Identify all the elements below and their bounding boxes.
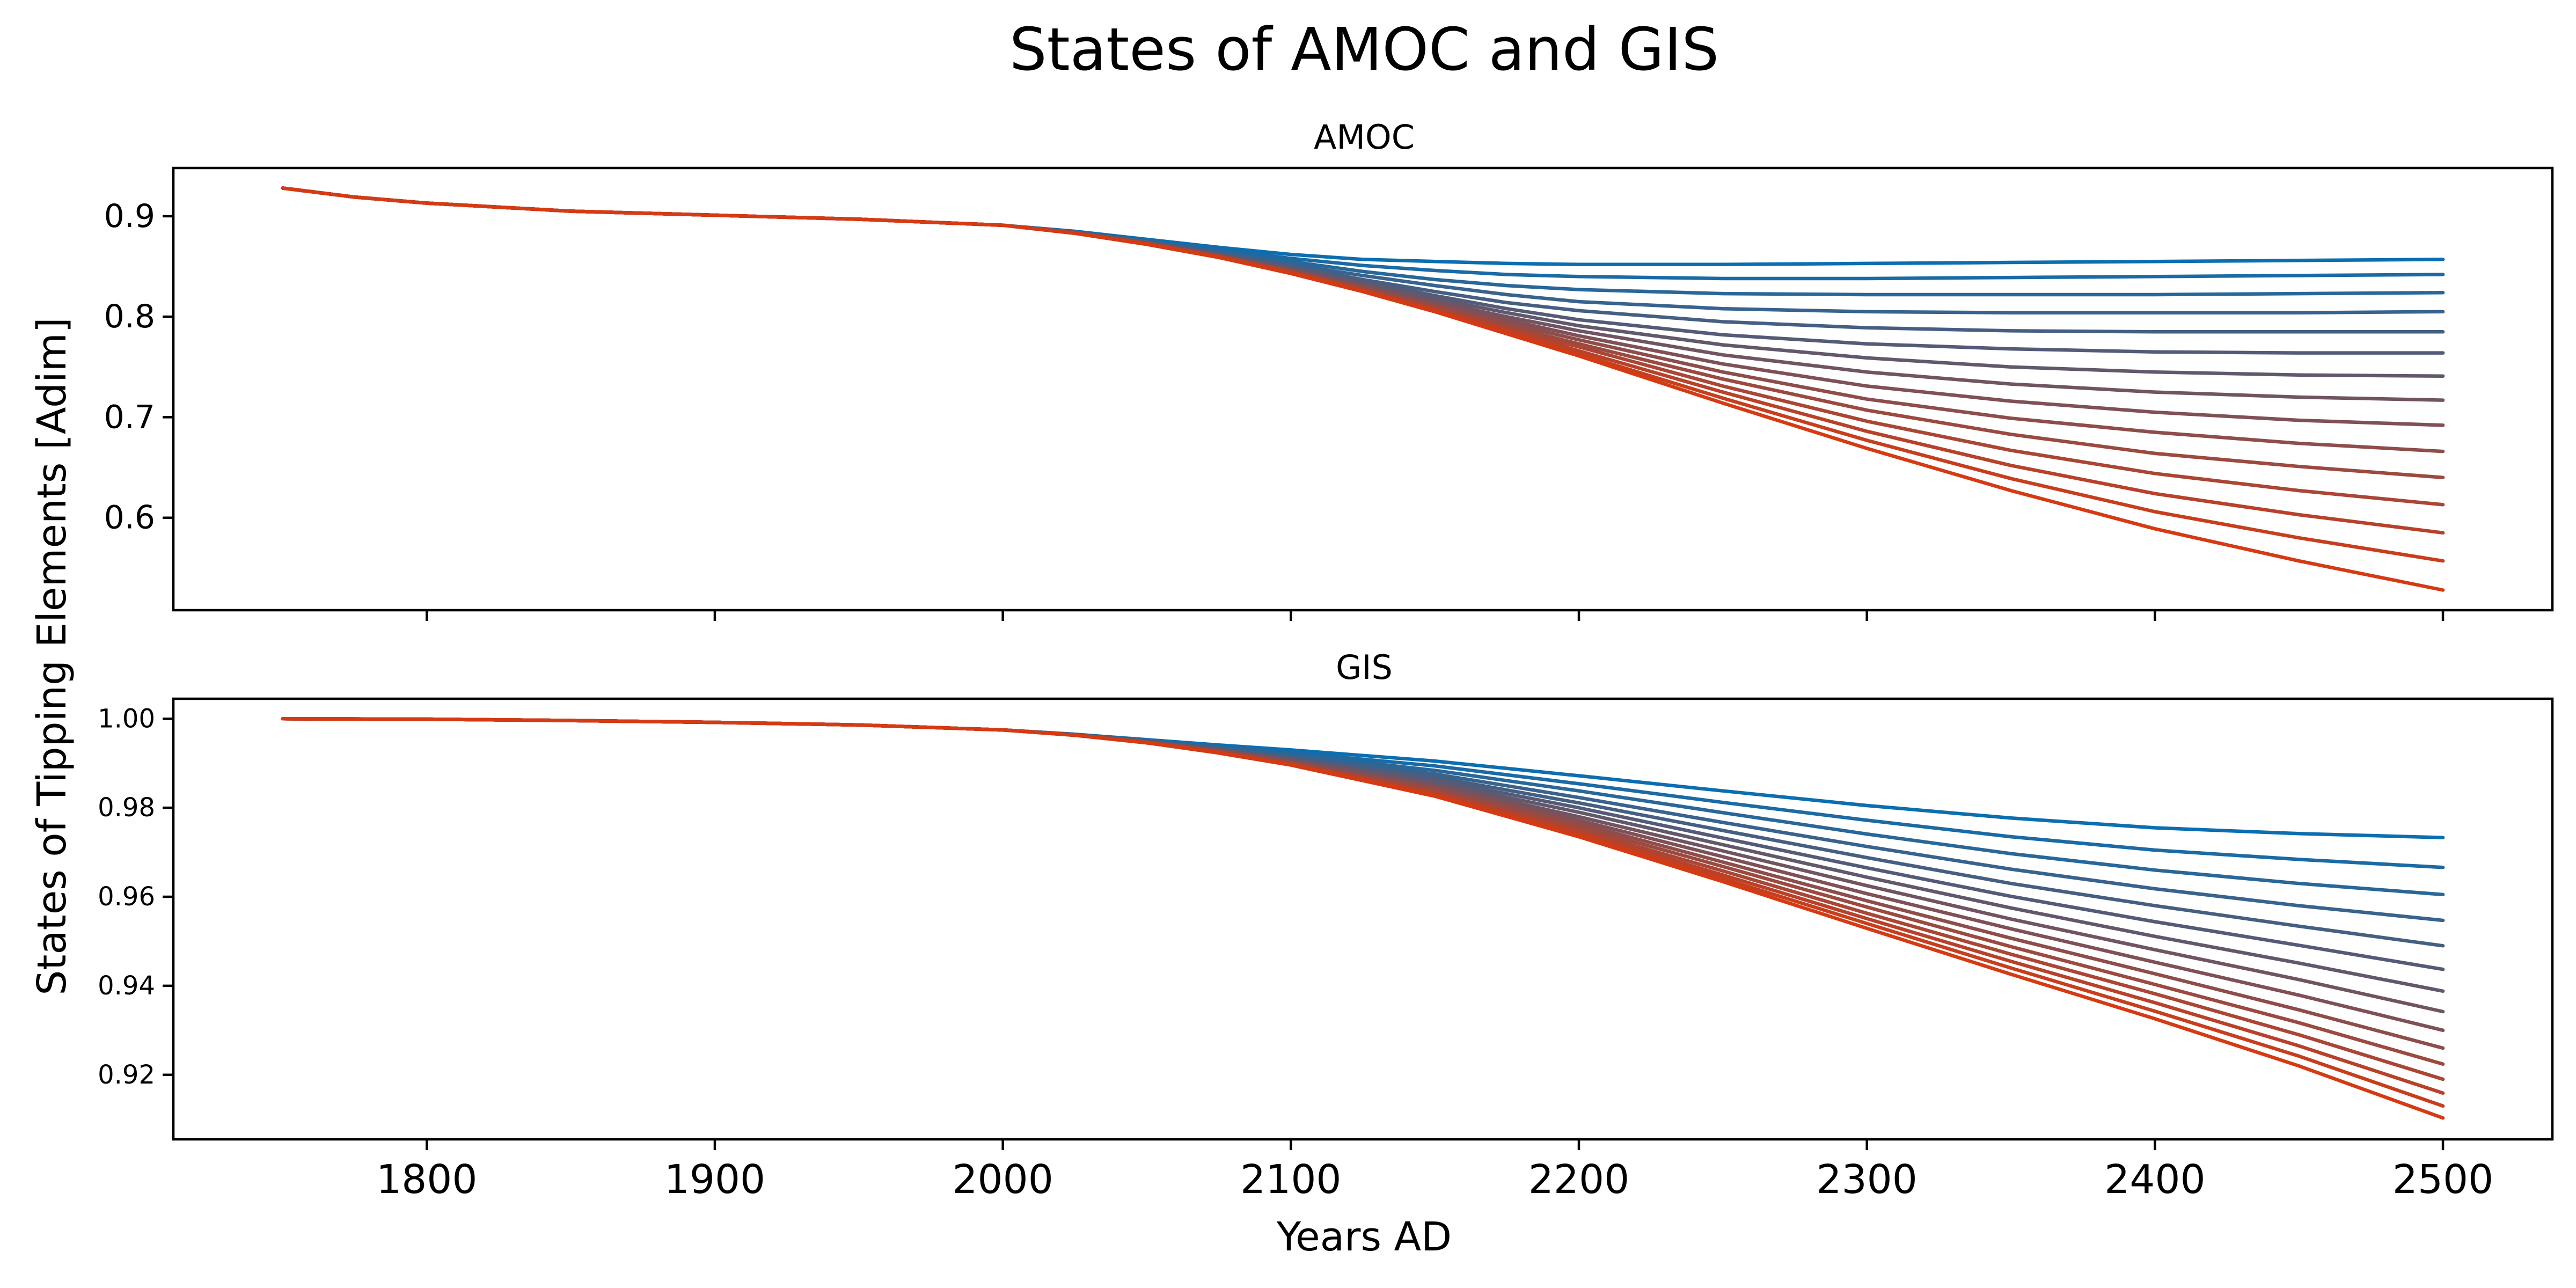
- gis-series-line: [281, 717, 2445, 948]
- gis-y-tick-label: 1.00: [98, 704, 155, 734]
- amoc-y-tick-label: 0.9: [104, 197, 155, 235]
- gis-panel-title: GIS: [1336, 648, 1393, 687]
- x-tick-label: 2400: [2104, 1157, 2205, 1203]
- amoc-series-line: [281, 186, 2445, 592]
- x-tick-label: 2500: [2392, 1157, 2493, 1203]
- gis-axes: 0.92 0.94 0.96 0.98 1.00 1800 1900 2000 2100 2200…: [98, 704, 2493, 1203]
- gis-y-tick-label: 0.92: [98, 1060, 155, 1090]
- gis-series-line: [281, 717, 2445, 1120]
- gis-series-line: [281, 717, 2445, 897]
- amoc-series-line: [281, 186, 2445, 378]
- amoc-series-line: [281, 186, 2445, 563]
- amoc-series-group: [281, 186, 2445, 592]
- amoc-axes-frame: [172, 166, 2554, 612]
- x-tick-label: 1800: [376, 1157, 477, 1203]
- gis-y-tick-label: 0.96: [98, 882, 155, 912]
- amoc-series-line: [281, 186, 2445, 281]
- amoc-y-tick-label: 0.7: [104, 398, 155, 436]
- gis-panel: GIS 0.92 0.94 0.96 0.98 1.00 1800 1900 2000 2100…: [98, 648, 2554, 1203]
- figure-title: States of AMOC and GIS: [1009, 15, 1719, 84]
- y-axis-label: States of Tipping Elements [Adim]: [29, 317, 75, 995]
- amoc-y-tick-label: 0.6: [104, 499, 155, 537]
- x-tick-label: 2000: [952, 1157, 1053, 1203]
- x-tick-label: 2200: [1528, 1157, 1629, 1203]
- x-tick-label: 2100: [1240, 1157, 1341, 1203]
- amoc-series-line: [281, 186, 2445, 267]
- amoc-series-line: [281, 186, 2445, 453]
- gis-y-tick-label: 0.98: [98, 793, 155, 823]
- amoc-y-tick-label: 0.8: [104, 298, 155, 335]
- amoc-panel: AMOC 0.6 0.7 0.8 0.9: [104, 118, 2554, 621]
- x-tick-label: 2300: [1817, 1157, 1918, 1203]
- gis-series-line: [281, 717, 2445, 869]
- amoc-series-line: [281, 186, 2445, 535]
- x-tick-label: 1900: [664, 1157, 765, 1203]
- gis-y-tick-label: 0.94: [98, 971, 155, 1001]
- x-axis-label: Years AD: [1276, 1214, 1452, 1260]
- gis-series-line: [281, 717, 2445, 923]
- amoc-panel-title: AMOC: [1314, 118, 1415, 157]
- amoc-axes: 0.6 0.7 0.8 0.9: [104, 197, 2445, 621]
- gis-axes-frame: [172, 697, 2554, 1141]
- amoc-series-line: [281, 186, 2445, 507]
- gis-series-group: [281, 717, 2445, 1120]
